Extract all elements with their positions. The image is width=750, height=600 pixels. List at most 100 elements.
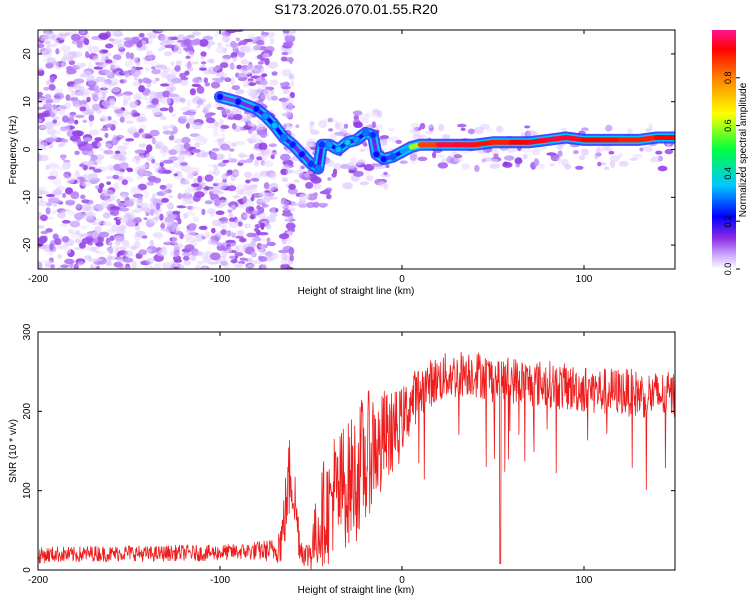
noise-blob	[100, 128, 109, 132]
noise-blob	[38, 186, 48, 191]
noise-blob	[496, 125, 504, 133]
noise-blob	[61, 236, 70, 243]
noise-blob	[259, 197, 270, 204]
noise-blob	[88, 45, 100, 53]
noise-blob	[105, 69, 113, 76]
noise-blob	[238, 160, 249, 164]
noise-blob	[307, 193, 318, 201]
noise-blob	[213, 126, 218, 135]
noise-blob	[173, 173, 178, 177]
noise-blob	[54, 238, 62, 246]
noise-blob	[437, 154, 445, 159]
noise-blob	[205, 117, 215, 124]
noise-blob	[165, 183, 173, 190]
noise-blob	[98, 147, 106, 152]
noise-blob	[126, 168, 134, 173]
noise-blob	[186, 99, 192, 108]
noise-blob	[81, 233, 92, 238]
noise-blob	[259, 80, 268, 86]
noise-blob	[260, 35, 267, 42]
noise-blob	[55, 48, 60, 55]
noise-blob	[183, 142, 191, 150]
noise-blob	[533, 158, 540, 167]
colorbar-tick-label: 0.0	[723, 263, 733, 276]
noise-blob	[380, 135, 389, 140]
noise-blob	[220, 260, 228, 266]
noise-blob	[88, 119, 94, 128]
noise-blob	[564, 163, 571, 170]
noise-blob	[79, 163, 86, 168]
noise-blob	[187, 230, 197, 236]
noise-blob	[270, 95, 278, 101]
noise-blob	[191, 206, 201, 211]
noise-blob	[218, 217, 227, 222]
noise-blob	[258, 256, 268, 262]
noise-blob	[285, 230, 293, 235]
noise-blob	[57, 254, 62, 259]
noise-blob	[46, 31, 55, 39]
noise-blob	[247, 257, 253, 263]
noise-blob	[59, 223, 68, 227]
noise-blob	[167, 202, 174, 210]
noise-blob	[164, 39, 175, 44]
colorbar-tick-label: 0.4	[723, 167, 733, 180]
noise-blob	[395, 139, 403, 144]
noise-blob	[248, 206, 255, 212]
noise-blob	[364, 112, 374, 118]
noise-blob	[244, 258, 249, 262]
noise-blob	[97, 62, 108, 68]
noise-blob	[285, 57, 294, 63]
noise-blob	[235, 187, 240, 196]
noise-blob	[88, 129, 100, 136]
noise-blob	[557, 150, 563, 157]
noise-blob	[196, 104, 201, 109]
noise-blob	[192, 216, 199, 223]
noise-blob	[194, 191, 205, 198]
noise-blob	[48, 162, 59, 170]
noise-blob	[87, 159, 94, 166]
noise-blob	[123, 141, 130, 146]
noise-blob	[327, 177, 332, 181]
noise-blob	[207, 163, 214, 167]
noise-blob	[78, 242, 86, 249]
noise-blob	[146, 181, 154, 186]
noise-blob	[219, 76, 226, 81]
noise-blob	[208, 58, 215, 64]
noise-blob	[409, 153, 417, 161]
noise-blob	[87, 80, 97, 87]
noise-blob	[98, 231, 110, 238]
noise-blob	[109, 98, 116, 105]
noise-blob	[234, 245, 240, 253]
ridge-segment	[316, 142, 324, 171]
noise-blob	[227, 255, 236, 261]
noise-blob	[57, 211, 66, 219]
noise-blob	[82, 110, 94, 116]
noise-blob	[310, 129, 320, 135]
noise-blob	[54, 39, 60, 46]
noise-blob	[596, 146, 601, 154]
noise-blob	[326, 159, 335, 167]
noise-blob	[140, 131, 146, 140]
noise-blob	[191, 122, 203, 130]
noise-blob	[159, 213, 164, 221]
noise-blob	[258, 142, 268, 151]
noise-blob	[38, 43, 45, 49]
noise-blob	[184, 188, 192, 196]
noise-blob	[228, 148, 235, 152]
noise-blob	[81, 199, 90, 204]
noise-blob	[256, 205, 261, 210]
noise-blob	[503, 155, 515, 161]
noise-blob	[168, 156, 179, 161]
noise-blob	[438, 123, 444, 132]
noise-blob	[85, 51, 90, 59]
noise-blob	[162, 169, 172, 174]
noise-blob	[108, 241, 113, 247]
noise-blob	[61, 139, 69, 143]
ridge-point	[372, 150, 381, 159]
x-tick-label: 0	[399, 274, 405, 285]
noise-blob	[417, 156, 428, 162]
noise-blob	[281, 86, 291, 90]
noise-blob	[467, 128, 475, 135]
noise-blob	[121, 206, 128, 213]
noise-blob	[161, 197, 169, 203]
